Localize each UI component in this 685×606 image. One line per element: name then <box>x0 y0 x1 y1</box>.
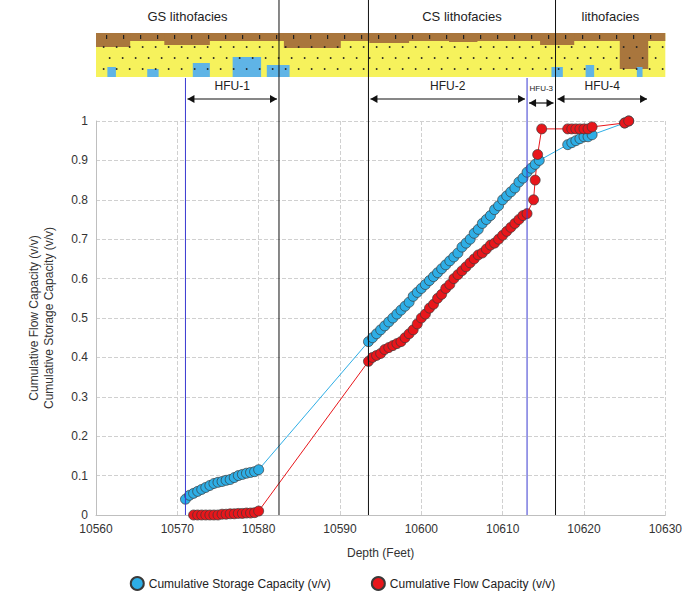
svg-text:10600: 10600 <box>405 522 439 536</box>
svg-text:10570: 10570 <box>161 522 195 536</box>
svg-text:Cumulative Storage Capacity (v: Cumulative Storage Capacity (v/v) <box>42 227 56 409</box>
svg-text:GS lithofacies: GS lithofacies <box>147 9 228 24</box>
svg-text:Cumulative Storage Capacity (v: Cumulative Storage Capacity (v/v) <box>149 577 331 591</box>
svg-text:HFU-2: HFU-2 <box>430 79 466 93</box>
svg-text:10630: 10630 <box>649 522 683 536</box>
svg-text:1: 1 <box>81 114 88 128</box>
svg-text:HFU-3: HFU-3 <box>530 84 554 93</box>
svg-text:10580: 10580 <box>242 522 276 536</box>
svg-text:10620: 10620 <box>567 522 601 536</box>
svg-text:Cumulative Flow Capacity (v/v): Cumulative Flow Capacity (v/v) <box>27 235 41 400</box>
svg-text:0.3: 0.3 <box>71 390 88 404</box>
svg-text:lithofacies: lithofacies <box>582 9 640 24</box>
svg-text:0: 0 <box>81 508 88 522</box>
svg-text:Depth (Feet): Depth (Feet) <box>347 546 414 560</box>
svg-text:0.9: 0.9 <box>71 153 88 167</box>
svg-text:10560: 10560 <box>79 522 113 536</box>
svg-text:HFU-4: HFU-4 <box>585 79 621 93</box>
svg-text:0.4: 0.4 <box>71 350 88 364</box>
svg-text:0.1: 0.1 <box>71 469 88 483</box>
svg-text:0.5: 0.5 <box>71 311 88 325</box>
svg-text:0.2: 0.2 <box>71 429 88 443</box>
svg-text:HFU-1: HFU-1 <box>215 79 251 93</box>
svg-text:CS lithofacies: CS lithofacies <box>422 9 502 24</box>
svg-text:0.7: 0.7 <box>71 232 88 246</box>
svg-text:10590: 10590 <box>323 522 357 536</box>
svg-text:10610: 10610 <box>486 522 520 536</box>
svg-text:Cumulative Flow Capacity (v/v): Cumulative Flow Capacity (v/v) <box>390 577 555 591</box>
svg-text:0.6: 0.6 <box>71 272 88 286</box>
svg-text:0.8: 0.8 <box>71 193 88 207</box>
